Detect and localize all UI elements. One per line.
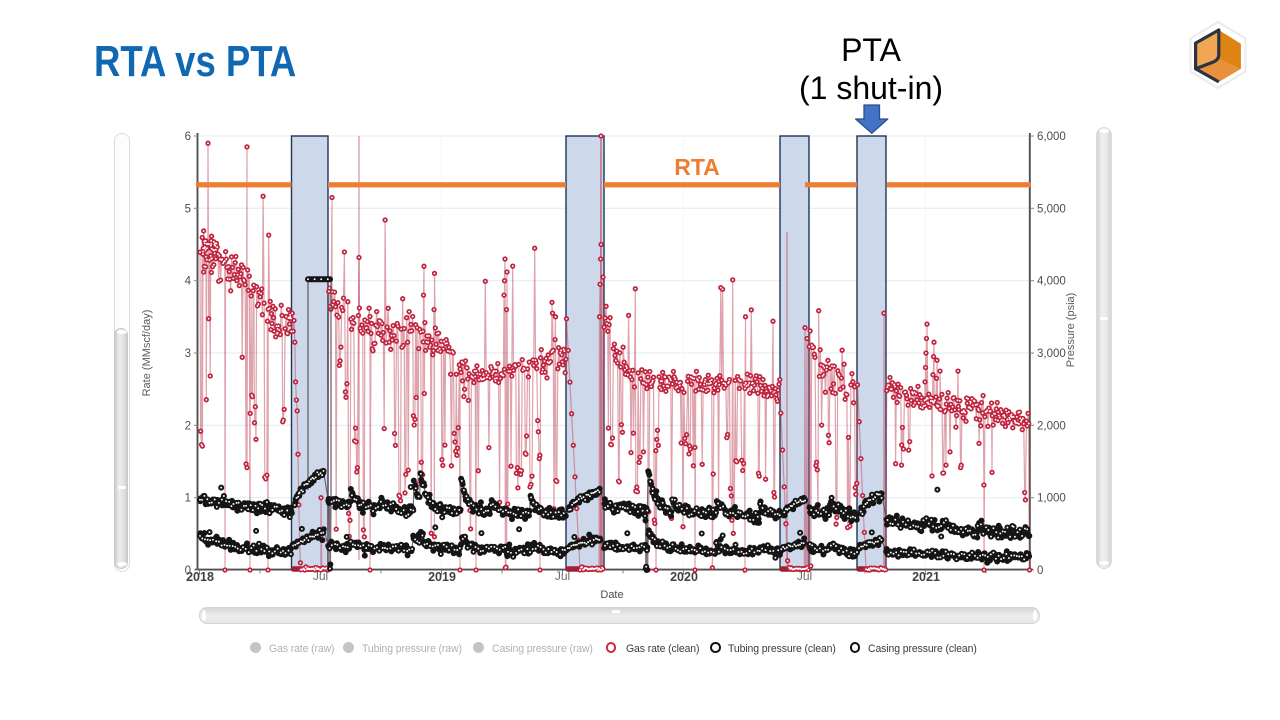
svg-text:5: 5: [185, 203, 191, 215]
svg-text:2018: 2018: [186, 570, 214, 584]
svg-text:4,000: 4,000: [1037, 276, 1066, 288]
svg-text:RTA: RTA: [674, 154, 720, 180]
svg-text:2021: 2021: [912, 570, 940, 584]
svg-text:3,000: 3,000: [1037, 348, 1066, 360]
svg-text:Pressure (psia): Pressure (psia): [1065, 293, 1077, 368]
svg-text:Jul: Jul: [555, 569, 570, 583]
svg-text:0: 0: [185, 565, 191, 577]
svg-text:2: 2: [185, 420, 191, 432]
svg-text:2,000: 2,000: [1037, 420, 1066, 432]
svg-text:6: 6: [185, 131, 191, 143]
svg-text:Jul: Jul: [313, 569, 328, 583]
svg-text:1,000: 1,000: [1037, 493, 1066, 505]
svg-text:Jul: Jul: [797, 569, 812, 583]
svg-text:6,000: 6,000: [1037, 131, 1066, 143]
svg-text:1: 1: [185, 493, 191, 505]
svg-text:2019: 2019: [428, 570, 456, 584]
svg-text:0: 0: [1037, 565, 1043, 577]
svg-text:Rate (MMscf/day): Rate (MMscf/day): [141, 310, 153, 397]
svg-text:4: 4: [185, 276, 192, 288]
svg-text:3: 3: [185, 348, 191, 360]
svg-text:2020: 2020: [670, 570, 698, 584]
svg-text:5,000: 5,000: [1037, 203, 1066, 215]
svg-text:Date: Date: [600, 589, 623, 601]
